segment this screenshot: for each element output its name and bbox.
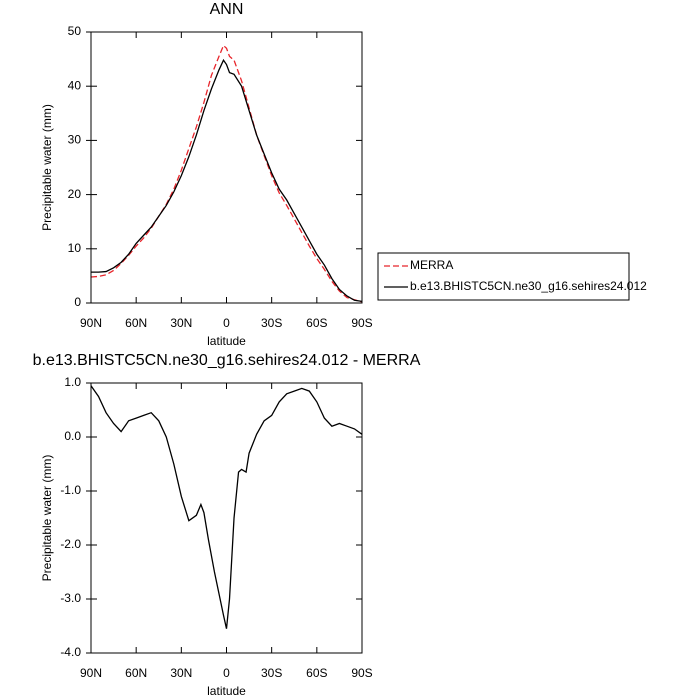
data-line (90, 44, 363, 303)
y-tick-label: 10 (68, 241, 82, 255)
y-tick-label: 1.0 (64, 375, 81, 389)
legend-box (377, 252, 630, 301)
y-tick-label: 30 (68, 133, 82, 147)
y-tick-label: -2.0 (60, 537, 81, 551)
y-tick-label: 50 (68, 24, 82, 38)
y-tick-label: -3.0 (60, 591, 81, 605)
x-tick-label: 90N (80, 666, 102, 680)
legend-label: b.e13.BHISTC5CN.ne30_g16.sehires24.012 (410, 279, 647, 293)
x-tick-label: 90N (80, 316, 102, 330)
x-axis-label: latitude (207, 684, 246, 698)
y-tick-label: 40 (68, 78, 82, 92)
legend-label: MERRA (410, 258, 453, 272)
y-tick-label: 0 (74, 295, 81, 309)
data-line (91, 58, 363, 303)
x-tick-label: 30S (261, 316, 282, 330)
y-tick-label: -1.0 (60, 483, 81, 497)
x-tick-label: 60S (306, 316, 327, 330)
y-tick-label: 0.0 (64, 429, 81, 443)
y-tick-label: -4.0 (60, 645, 81, 659)
plot-frame (90, 31, 363, 304)
chart-title: b.e13.BHISTC5CN.ne30_g16.sehires24.012 -… (33, 352, 421, 369)
data-line (90, 385, 363, 629)
x-tick-label: 30N (170, 316, 192, 330)
y-axis-label: Precipitable water (mm) (40, 455, 54, 582)
x-tick-label: 0 (223, 666, 230, 680)
x-tick-label: 90S (351, 666, 372, 680)
x-tick-label: 60S (306, 666, 327, 680)
x-tick-label: 60N (125, 316, 147, 330)
x-axis-label: latitude (207, 334, 246, 348)
plot-frame (90, 382, 363, 654)
x-tick-label: 30N (170, 666, 192, 680)
y-tick-label: 20 (68, 187, 82, 201)
x-tick-label: 0 (223, 316, 230, 330)
x-tick-label: 30S (261, 666, 282, 680)
x-tick-label: 90S (351, 316, 372, 330)
x-tick-label: 60N (125, 666, 147, 680)
y-axis-label: Precipitable water (mm) (40, 104, 54, 231)
chart-title: ANN (210, 1, 244, 18)
